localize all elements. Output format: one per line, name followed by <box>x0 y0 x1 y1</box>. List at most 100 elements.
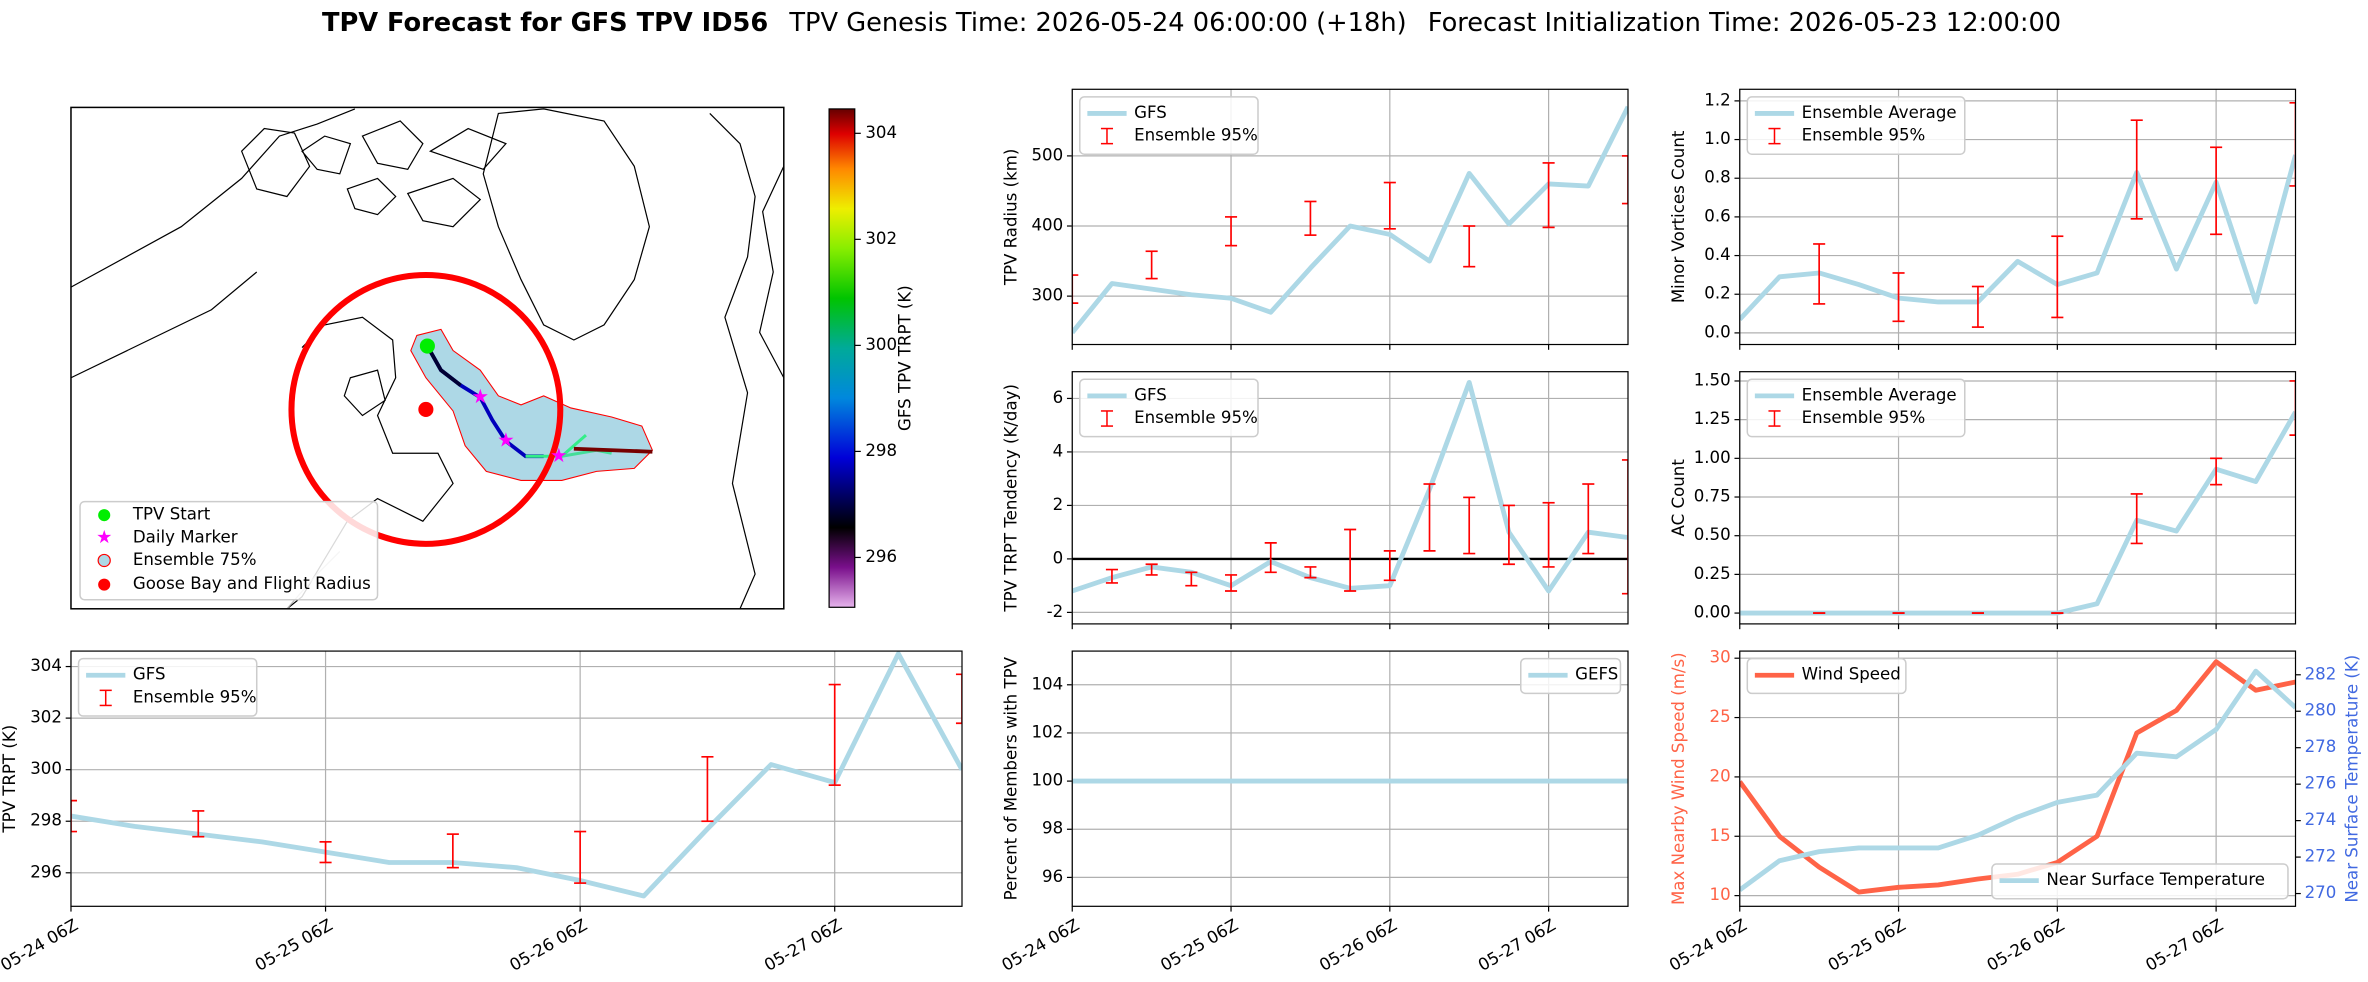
tpv-start <box>419 338 435 354</box>
plot-area <box>70 651 962 899</box>
legend-box <box>1746 96 1966 155</box>
figure-title: TPV Forecast for GFS TPV ID56 TPV Genesis… <box>322 7 2061 37</box>
legend: GEFS <box>1520 657 1622 695</box>
panel: 296 298 300 302 304 05-24 06Z 05-25 06Z 05-26 0… <box>0 650 963 975</box>
greenland <box>482 108 651 341</box>
error-bar <box>1892 272 1905 323</box>
panel: 300 400 500 TPV Radius (km) GFS Ensemble 95% <box>1001 88 1629 350</box>
y-axis-label: Minor Vortices Count <box>1669 130 1688 303</box>
legend: Near Surface Temperature <box>1991 863 2289 900</box>
x-tick-label: 05-25 06Z <box>1157 915 1241 974</box>
error-bar <box>1502 504 1515 566</box>
error-bar <box>1105 568 1118 584</box>
coast <box>758 166 784 379</box>
y-tick-label: 10 <box>1710 885 1731 904</box>
panel: -2 0 2 4 6 TPV TRPT Tendency (K/day) GFS Ensemb… <box>1001 371 1629 630</box>
daily-marker: ★ <box>471 385 489 408</box>
error-bar <box>1224 574 1238 592</box>
error-bar <box>1185 571 1198 587</box>
x-tick-label: 05-27 06Z <box>761 915 845 974</box>
error-bar <box>1224 216 1238 247</box>
y-tick-label: 2 <box>1053 495 1064 514</box>
legend-label: Ensemble 95% <box>1802 126 1926 145</box>
legend-box <box>1746 657 1907 695</box>
axes-frame <box>1071 650 1629 907</box>
y-tick-label: 1.00 <box>1694 448 1731 467</box>
y-tick-label: 500 <box>1031 145 1063 164</box>
panel: 10 15 20 25 30 270 272 274 276 278 280 282 05-24 06Z… <box>1666 648 2361 975</box>
legend-label: GFS <box>1134 385 1167 404</box>
legend-label: Ensemble 95% <box>1134 126 1258 145</box>
error-bar <box>1813 243 1826 305</box>
legend: GFS Ensemble 95% <box>1079 378 1259 438</box>
legend-label: GFS <box>1134 103 1167 122</box>
error-bar <box>1971 285 1984 328</box>
y-axis-label: TPV TRPT Tendency (K/day) <box>1001 384 1020 613</box>
legend-marker <box>98 509 111 522</box>
map-legend: ★ TPV Start Daily Marker Ensemble 75% Go… <box>79 500 379 601</box>
plot-area <box>1072 379 1628 595</box>
legend-box <box>79 500 379 601</box>
y-tick-label: 0.8 <box>1704 168 1730 187</box>
axes-frame <box>1739 371 2297 625</box>
y-tick-label: 4 <box>1053 441 1064 460</box>
colorbar-tick-label: 298 <box>865 441 897 460</box>
y2-axis-label: Near Surface Temperature (K) <box>2342 655 2361 903</box>
hudson-island <box>343 369 386 417</box>
axes-frame <box>1071 371 1629 625</box>
error-bar <box>2289 101 2296 187</box>
error-bar <box>1145 563 1158 576</box>
coast <box>70 271 258 379</box>
y-tick-label: 300 <box>30 759 62 778</box>
y-tick-label: 0.00 <box>1694 603 1731 622</box>
colorbar-tick-label: 296 <box>865 547 897 566</box>
legend-marker: ★ <box>96 527 112 548</box>
y-tick-label: 96 <box>1042 867 1063 886</box>
y-tick-label: 104 <box>1031 674 1063 693</box>
legend-box <box>1746 378 1966 438</box>
line-series <box>1739 154 2296 322</box>
error-bar <box>1423 483 1436 552</box>
y-tick-label: 0.50 <box>1694 525 1731 544</box>
title-init: Forecast Initialization Time: 2026-05-23… <box>1428 7 2061 37</box>
y2-tick-label: 270 <box>2305 883 2337 902</box>
error-bar <box>1264 542 1277 574</box>
goose-bay <box>418 401 434 417</box>
legend-label: Near Surface Temperature <box>2046 870 2265 889</box>
error-bar <box>446 833 459 869</box>
y-tick-label: 0.25 <box>1694 564 1731 583</box>
y-axis-label: AC Count <box>1669 459 1688 537</box>
colorbar-label: GFS TPV TRPT (K) <box>896 285 915 431</box>
y-tick-label: 15 <box>1710 826 1731 845</box>
axes-frame <box>1739 650 2297 907</box>
legend-box <box>1991 863 2289 900</box>
y-axis-label: Max Nearby Wind Speed (m/s) <box>1669 652 1688 905</box>
legend-label: GFS <box>133 665 166 684</box>
track-start <box>425 345 462 387</box>
y2-tick-label: 274 <box>2305 810 2337 829</box>
x-tick-label: 05-25 06Z <box>1825 915 1909 974</box>
error-bar <box>955 673 962 725</box>
legend-marker <box>98 578 111 591</box>
error-bar <box>2210 457 2223 486</box>
title-genesis: TPV Genesis Time: 2026-05-24 06:00:00 (+… <box>788 7 1406 37</box>
y-tick-label: 0.0 <box>1704 322 1730 341</box>
y-tick-label: 25 <box>1710 707 1731 726</box>
legend-label: TPV Start <box>132 505 211 524</box>
legend: Wind Speed <box>1746 657 1907 695</box>
colorbar-tick-label: 302 <box>865 229 897 248</box>
y2-tick-label: 280 <box>2305 701 2337 720</box>
error-bar <box>70 799 78 833</box>
legend: Ensemble Average Ensemble 95% <box>1746 378 1966 438</box>
legend-label: Goose Bay and Flight Radius <box>133 574 371 593</box>
y2-tick-label: 276 <box>2305 774 2337 793</box>
plot-area <box>1072 105 1628 335</box>
y-tick-label: 102 <box>1031 722 1063 741</box>
colorbar-tick-label: 304 <box>865 123 897 142</box>
legend-label: GEFS <box>1575 665 1618 684</box>
error-bar <box>828 683 841 786</box>
error-bar <box>1344 528 1357 592</box>
error-bar <box>2130 493 2143 545</box>
y-tick-label: 296 <box>30 862 62 881</box>
